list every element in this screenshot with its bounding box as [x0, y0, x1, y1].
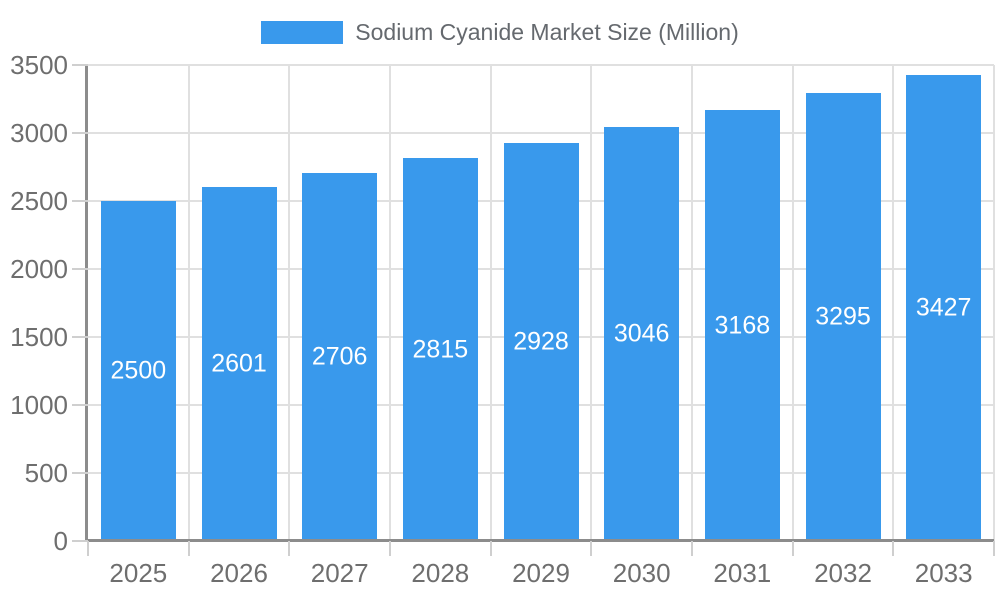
bar[interactable]: 3427: [906, 74, 982, 541]
bar[interactable]: 3168: [704, 110, 780, 541]
y-tick-label: 3000: [10, 118, 68, 148]
bar-value-label: 2601: [211, 349, 267, 378]
legend-swatch: [261, 20, 344, 44]
bar[interactable]: 3046: [604, 126, 680, 541]
gridline-vertical: [791, 65, 794, 541]
x-axis-tick: [489, 541, 492, 556]
bar-value-label: 3427: [915, 293, 972, 322]
y-tick-label: 2000: [10, 254, 68, 284]
y-tick-label: 1000: [10, 390, 68, 420]
y-tick-label: 2500: [10, 186, 68, 216]
gridline-vertical: [389, 65, 391, 541]
x-tick-label: 2028: [411, 558, 470, 588]
x-tick-label: 2025: [109, 558, 168, 588]
y-axis-tick: [72, 200, 88, 202]
x-axis-tick: [791, 541, 794, 556]
y-tick-label: 0: [53, 526, 68, 556]
x-axis-tick: [87, 541, 89, 556]
plot-area: 2500 2601 2706 2815 2928 3046 3168 3295 3427: [88, 64, 995, 541]
gridline-vertical: [288, 65, 291, 541]
bar-value-label: 3168: [714, 311, 771, 340]
x-axis-tick: [993, 541, 995, 556]
x-axis-tick: [691, 541, 693, 556]
bar-value-label: 2928: [513, 327, 569, 356]
gridline-vertical: [892, 65, 895, 541]
bar-value-label: 2815: [412, 335, 469, 364]
y-axis-tick: [72, 472, 88, 474]
chart-legend[interactable]: Sodium Cyanide Market Size (Million): [0, 18, 1000, 45]
x-tick-label: 2027: [310, 558, 369, 588]
y-axis-tick: [72, 540, 88, 542]
bar-value-label: 2500: [110, 356, 167, 385]
bar[interactable]: 2815: [402, 158, 478, 541]
x-tick-label: 2030: [612, 558, 671, 588]
y-axis-tick: [72, 268, 88, 270]
y-axis-line: [85, 65, 88, 541]
x-axis-tick: [187, 541, 190, 556]
y-axis-tick: [72, 336, 88, 338]
x-tick-label: 2026: [210, 558, 268, 588]
x-tick-label: 2032: [814, 558, 872, 588]
gridline-horizontal: [88, 64, 994, 66]
bar[interactable]: 2500: [100, 201, 176, 541]
x-axis-tick: [389, 541, 391, 556]
bar-value-label: 3295: [815, 302, 871, 331]
y-axis-tick: [72, 132, 88, 134]
bar-value-label: 2706: [311, 342, 368, 371]
gridline-horizontal: [88, 132, 994, 134]
bar[interactable]: 2601: [201, 187, 277, 541]
gridline-vertical: [187, 65, 190, 541]
x-tick-label: 2029: [512, 558, 570, 588]
y-axis-tick: [72, 404, 88, 406]
x-axis-tick: [590, 541, 593, 556]
gridline-vertical: [590, 65, 593, 541]
bar-value-label: 3046: [613, 319, 670, 348]
legend-label: Sodium Cyanide Market Size (Million): [355, 18, 739, 45]
x-axis-tick: [892, 541, 895, 556]
y-tick-label: 500: [24, 458, 68, 488]
bar[interactable]: 3295: [805, 92, 881, 541]
x-tick-label: 2033: [914, 558, 973, 588]
x-axis-line: [85, 539, 994, 542]
bar[interactable]: 2706: [302, 172, 378, 541]
gridline-vertical: [489, 65, 492, 541]
gridline-vertical: [993, 65, 995, 541]
y-tick-label: 3500: [10, 50, 68, 80]
x-axis-tick: [288, 541, 291, 556]
gridline-vertical: [691, 65, 693, 541]
y-axis-tick: [72, 64, 88, 66]
x-tick-label: 2031: [713, 558, 772, 588]
y-tick-label: 1500: [10, 322, 68, 352]
bar[interactable]: 2928: [503, 142, 579, 541]
